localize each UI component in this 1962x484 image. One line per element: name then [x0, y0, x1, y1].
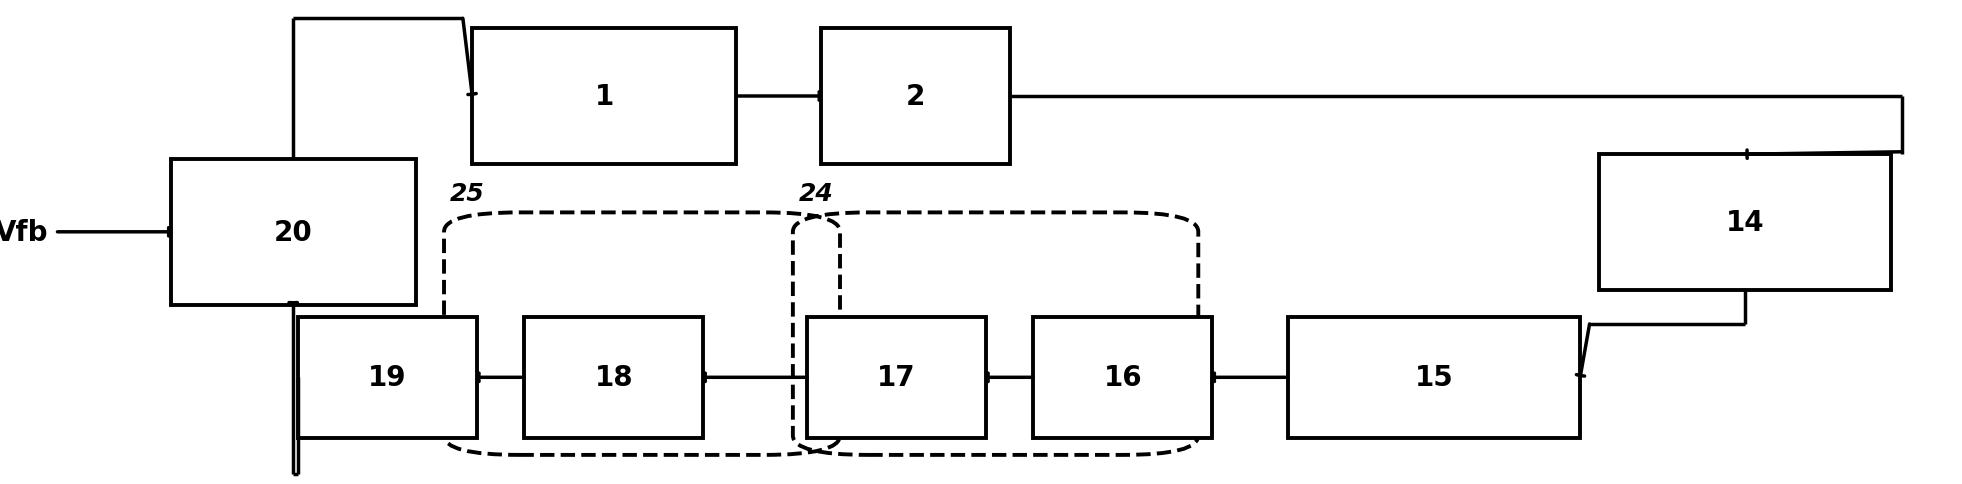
Bar	[171, 160, 416, 305]
Text: 19: 19	[369, 363, 406, 392]
Text: 18: 18	[594, 363, 634, 392]
Bar	[1599, 155, 1891, 290]
Text: 24: 24	[799, 182, 834, 206]
Bar	[806, 317, 987, 438]
Text: Vfb: Vfb	[0, 218, 47, 246]
Bar	[822, 29, 1010, 165]
Text: 15: 15	[1415, 363, 1454, 392]
Bar	[1034, 317, 1213, 438]
Text: 20: 20	[275, 218, 312, 246]
Bar	[524, 317, 702, 438]
Text: 14: 14	[1727, 209, 1764, 237]
Text: 2: 2	[906, 83, 926, 111]
Text: 16: 16	[1103, 363, 1142, 392]
Text: 25: 25	[449, 182, 485, 206]
Text: 1: 1	[594, 83, 614, 111]
Text: 17: 17	[877, 363, 916, 392]
Bar	[1287, 317, 1579, 438]
Bar	[298, 317, 477, 438]
Bar	[473, 29, 736, 165]
